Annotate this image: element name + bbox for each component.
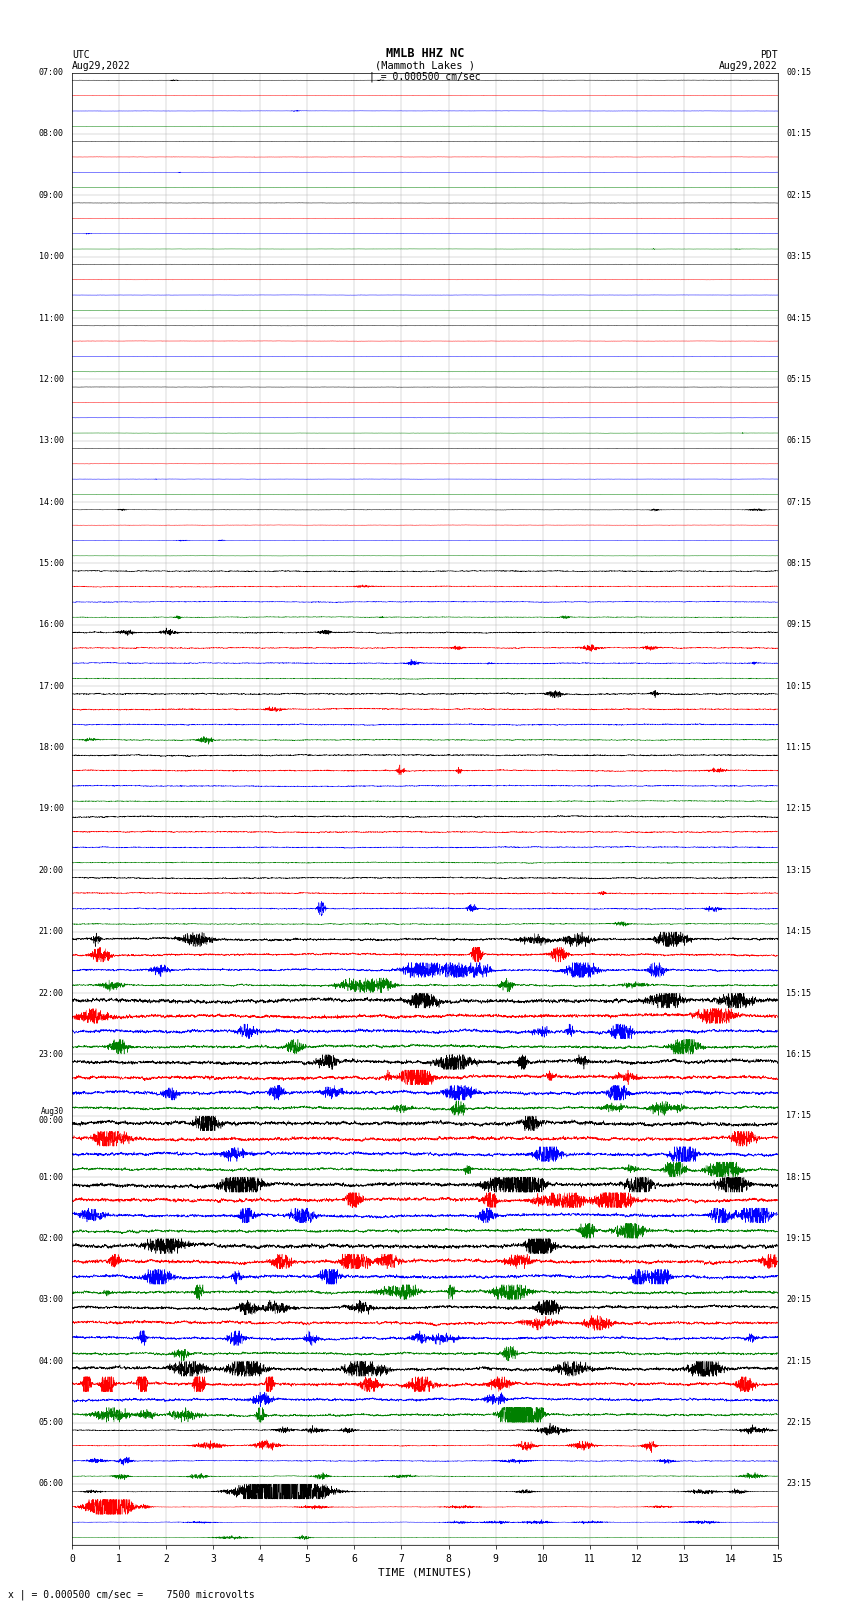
Text: 08:00: 08:00: [39, 129, 64, 139]
Text: 01:15: 01:15: [786, 129, 811, 139]
Text: 03:15: 03:15: [786, 252, 811, 261]
Text: 04:15: 04:15: [786, 313, 811, 323]
Text: UTC: UTC: [72, 50, 90, 60]
Text: | = 0.000500 cm/sec: | = 0.000500 cm/sec: [369, 71, 481, 82]
Text: 07:00: 07:00: [39, 68, 64, 77]
Text: 09:00: 09:00: [39, 190, 64, 200]
Text: 23:15: 23:15: [786, 1479, 811, 1489]
Text: Aug29,2022: Aug29,2022: [719, 61, 778, 71]
Text: 11:15: 11:15: [786, 744, 811, 752]
Text: 19:00: 19:00: [39, 805, 64, 813]
Text: 12:00: 12:00: [39, 374, 64, 384]
Text: (Mammoth Lakes ): (Mammoth Lakes ): [375, 61, 475, 71]
Text: 14:00: 14:00: [39, 498, 64, 506]
Text: MMLB HHZ NC: MMLB HHZ NC: [386, 47, 464, 60]
Text: x | = 0.000500 cm/sec =    7500 microvolts: x | = 0.000500 cm/sec = 7500 microvolts: [8, 1589, 255, 1600]
Text: 13:15: 13:15: [786, 866, 811, 874]
Text: 05:00: 05:00: [39, 1418, 64, 1428]
Text: 14:15: 14:15: [786, 927, 811, 936]
Text: 20:15: 20:15: [786, 1295, 811, 1305]
Text: 22:15: 22:15: [786, 1418, 811, 1428]
Text: 03:00: 03:00: [39, 1295, 64, 1305]
Text: 07:15: 07:15: [786, 498, 811, 506]
Text: 16:15: 16:15: [786, 1050, 811, 1058]
Text: 16:00: 16:00: [39, 621, 64, 629]
Text: 15:15: 15:15: [786, 989, 811, 997]
Text: 06:00: 06:00: [39, 1479, 64, 1489]
Text: 23:00: 23:00: [39, 1050, 64, 1058]
Text: 01:00: 01:00: [39, 1173, 64, 1182]
Text: 21:00: 21:00: [39, 927, 64, 936]
Text: 12:15: 12:15: [786, 805, 811, 813]
Text: PDT: PDT: [760, 50, 778, 60]
Text: 02:00: 02:00: [39, 1234, 64, 1244]
Text: 08:15: 08:15: [786, 560, 811, 568]
Text: 22:00: 22:00: [39, 989, 64, 997]
Text: 13:00: 13:00: [39, 436, 64, 445]
Text: 06:15: 06:15: [786, 436, 811, 445]
Text: 18:15: 18:15: [786, 1173, 811, 1182]
Text: 20:00: 20:00: [39, 866, 64, 874]
Text: 10:00: 10:00: [39, 252, 64, 261]
Text: 02:15: 02:15: [786, 190, 811, 200]
X-axis label: TIME (MINUTES): TIME (MINUTES): [377, 1568, 473, 1578]
Text: 17:00: 17:00: [39, 682, 64, 690]
Text: 18:00: 18:00: [39, 744, 64, 752]
Text: Aug29,2022: Aug29,2022: [72, 61, 131, 71]
Text: 17:15: 17:15: [786, 1111, 811, 1119]
Text: 04:00: 04:00: [39, 1357, 64, 1366]
Text: Aug30: Aug30: [41, 1107, 64, 1116]
Text: 10:15: 10:15: [786, 682, 811, 690]
Text: 00:15: 00:15: [786, 68, 811, 77]
Text: 09:15: 09:15: [786, 621, 811, 629]
Text: 11:00: 11:00: [39, 313, 64, 323]
Text: 21:15: 21:15: [786, 1357, 811, 1366]
Text: 05:15: 05:15: [786, 374, 811, 384]
Text: 15:00: 15:00: [39, 560, 64, 568]
Text: 19:15: 19:15: [786, 1234, 811, 1244]
Text: 00:00: 00:00: [39, 1116, 64, 1124]
